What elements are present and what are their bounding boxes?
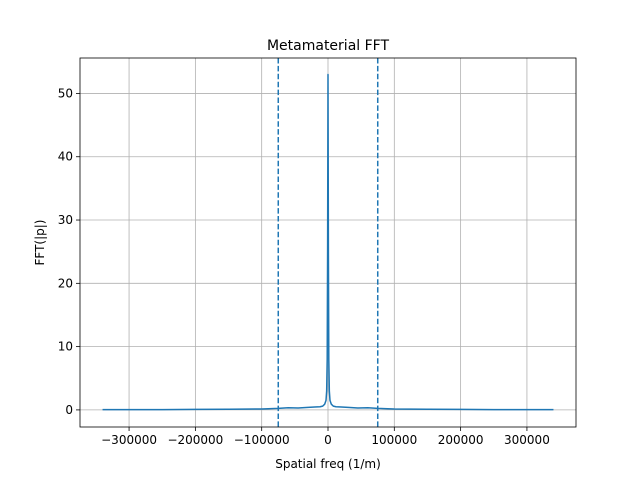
y-tick-label: 10	[58, 340, 73, 354]
x-tick-label: 100000	[371, 433, 417, 447]
x-tick-label: 0	[324, 433, 332, 447]
x-axis-label: Spatial freq (1/m)	[275, 457, 381, 471]
x-tick-label: −200000	[167, 433, 223, 447]
y-tick-label: 40	[58, 150, 73, 164]
y-tick-label: 30	[58, 213, 73, 227]
y-tick-label: 20	[58, 276, 73, 290]
x-tick-label: 300000	[504, 433, 550, 447]
y-tick-label: 50	[58, 86, 73, 100]
x-tick-label: −100000	[234, 433, 290, 447]
plot-area	[102, 58, 554, 427]
y-axis-label: FFT(|p|)	[33, 220, 47, 266]
x-tick-label: 200000	[438, 433, 484, 447]
y-axis-ticks: 0 10 20 30 40 50	[58, 86, 80, 417]
y-tick-label: 0	[65, 403, 73, 417]
fft-series-line	[102, 73, 554, 411]
chart-title: Metamaterial FFT	[267, 38, 390, 54]
x-axis-ticks: −300000 −200000 −100000 0 100000 200000 300000	[101, 427, 550, 447]
x-tick-label: −300000	[101, 433, 157, 447]
